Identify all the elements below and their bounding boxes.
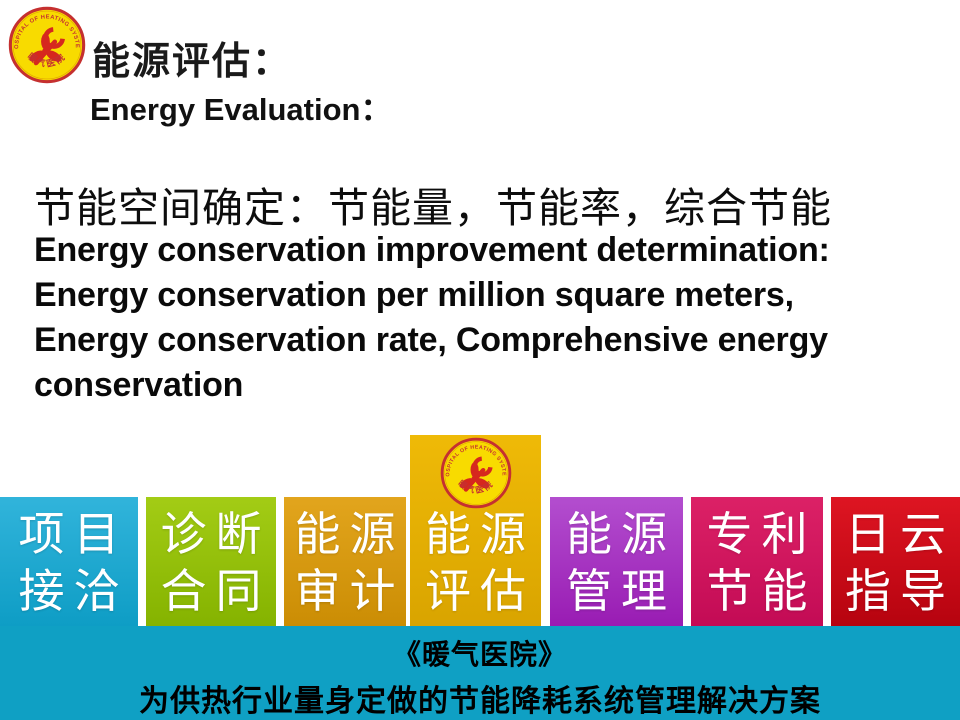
bottom-banner: 《暖气医院》 为供热行业量身定做的节能降耗系统管理解决方案 (0, 626, 960, 720)
process-step-label: 项目 接洽 (18, 507, 129, 618)
process-step-box: 专利 节能 (691, 497, 823, 626)
banner-title: 《暖气医院》 (392, 639, 567, 670)
company-logo-icon (440, 437, 512, 509)
process-step-label: 诊断 合同 (160, 507, 271, 618)
body-text-zh: 节能空间确定：节能量，节能率，综合节能 (34, 184, 832, 232)
process-step-box-highlighted: 能源 评估 (410, 435, 541, 626)
process-step-box: 日云 指导 (831, 497, 960, 626)
process-step-box: 能源 管理 (550, 497, 683, 626)
slide-title-en: Energy Evaluation： (90, 92, 392, 127)
body-en-line: Energy conservation rate, Comprehensive … (34, 321, 828, 359)
body-en-line: conservation (34, 366, 244, 404)
process-step-label: 能源 评估 (425, 507, 535, 618)
slide-title-zh: 能源评估： (92, 38, 293, 83)
process-step-label: 能源 审计 (294, 507, 405, 618)
banner-subtitle: 为供热行业量身定做的节能降耗系统管理解决方案 (139, 685, 821, 718)
company-logo-icon (8, 6, 86, 84)
process-step-box: 项目 接洽 (0, 497, 138, 626)
process-step-box: 诊断 合同 (146, 497, 276, 626)
body-en-line: Energy conservation per million square m… (34, 276, 794, 314)
process-step-box: 能源 审计 (284, 497, 406, 626)
body-en-line: Energy conservation improvement determin… (34, 231, 830, 269)
process-step-label: 专利 节能 (706, 507, 817, 618)
body-text-en: Energy conservation improvement determin… (34, 228, 830, 408)
process-step-label: 能源 管理 (566, 507, 676, 618)
process-step-label: 日云 指导 (845, 507, 955, 618)
